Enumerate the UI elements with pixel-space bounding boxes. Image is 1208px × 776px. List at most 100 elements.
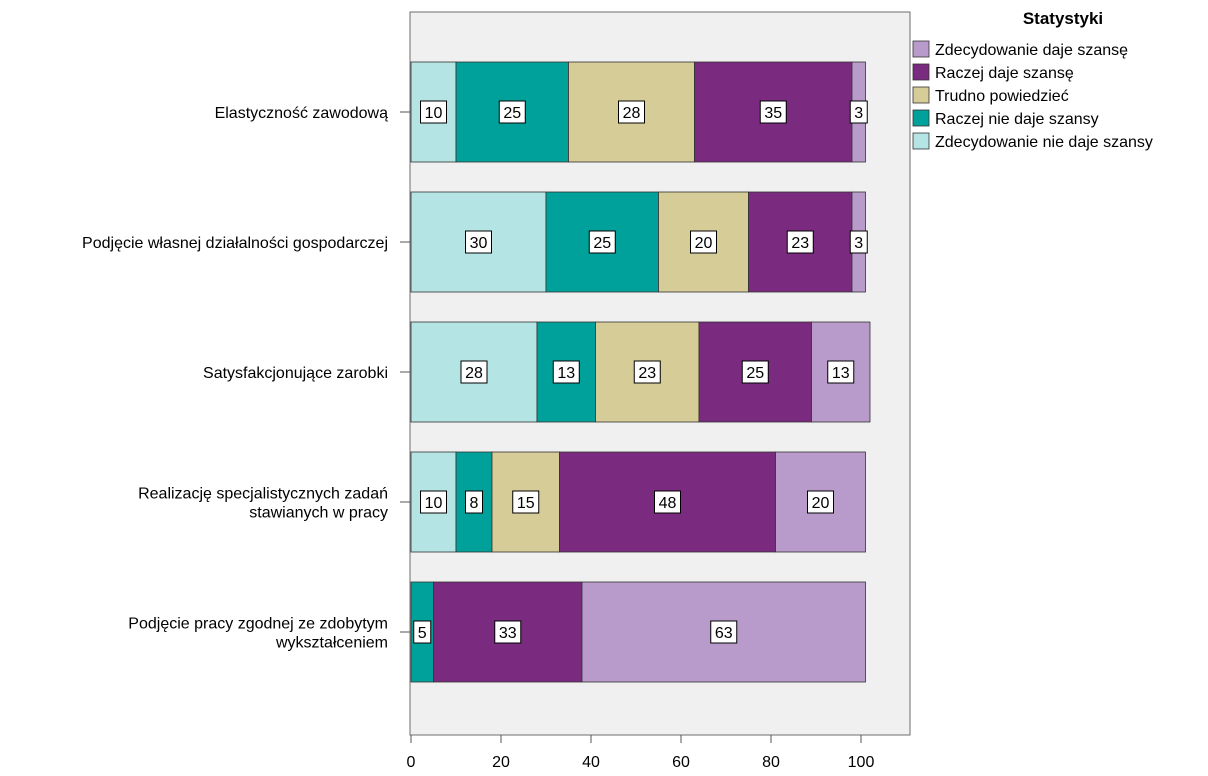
category-label-2: Podjęcie własnej działalności gospodarcz… xyxy=(82,235,388,252)
data-label-box xyxy=(498,100,526,124)
legend-item-zdecydowanie-nie-daje-szansy: Zdecydowanie nie daje szansy xyxy=(912,132,1153,151)
bars-layer xyxy=(410,61,871,683)
data-label-box xyxy=(512,490,540,514)
data-label-box xyxy=(465,490,483,514)
data-label-text: 30 xyxy=(470,235,488,252)
data-label-2-raczej-nie-daje-szansy: 25 xyxy=(588,230,616,254)
category-label-5-line-1: Podjęcie pracy zgodnej ze zdobytym xyxy=(128,616,388,633)
data-label-text: 20 xyxy=(812,495,830,512)
data-label-text: 28 xyxy=(623,105,641,122)
data-label-box xyxy=(618,100,645,124)
data-label-text: 28 xyxy=(465,365,483,382)
data-label-text: 10 xyxy=(425,105,443,122)
data-label-1-zdecydowanie-nie-daje-szansy: 10 xyxy=(420,100,447,124)
legend-swatch xyxy=(912,86,930,104)
data-label-2-trudno-powiedziec: 20 xyxy=(690,230,717,254)
data-label-text: 13 xyxy=(557,365,575,382)
data-label-text: 48 xyxy=(659,495,677,512)
legend-label: Trudno powiedzieć xyxy=(935,88,1069,105)
legend-label: Zdecydowanie daje szansę xyxy=(935,42,1128,59)
data-label-2-zdecydowanie-daje-szanse: 3 xyxy=(849,230,868,254)
legend-item-trudno-powiedziec: Trudno powiedzieć xyxy=(912,86,1069,105)
data-label-text: 8 xyxy=(470,495,479,512)
data-label-3-zdecydowanie-nie-daje-szansy: 28 xyxy=(460,360,488,384)
data-label-text: 20 xyxy=(695,235,713,252)
category-label-4-line-1: Realizację specjalistycznych zadań xyxy=(138,486,388,503)
data-label-2-zdecydowanie-nie-daje-szansy: 30 xyxy=(465,230,492,254)
data-label-text: 23 xyxy=(638,365,656,382)
legend-item-raczej-daje-szanse: Raczej daje szansę xyxy=(912,63,1074,82)
data-label-4-zdecydowanie-daje-szanse: 20 xyxy=(807,490,834,514)
data-label-3-zdecydowanie-daje-szanse: 13 xyxy=(827,360,855,384)
data-label-5-zdecydowanie-daje-szanse: 63 xyxy=(710,620,738,644)
data-label-4-trudno-powiedziec: 15 xyxy=(512,490,540,514)
data-label-3-raczej-nie-daje-szansy: 13 xyxy=(552,360,580,384)
data-label-1-trudno-powiedziec: 28 xyxy=(618,100,645,124)
data-label-box xyxy=(849,230,868,254)
legend-swatch xyxy=(912,109,930,127)
data-label-1-zdecydowanie-daje-szanse: 3 xyxy=(849,100,868,124)
data-label-4-raczej-nie-daje-szansy: 8 xyxy=(465,490,483,514)
data-label-text: 63 xyxy=(715,625,733,642)
data-label-3-trudno-powiedziec: 23 xyxy=(633,360,661,384)
data-label-box xyxy=(460,360,488,384)
legend-item-zdecydowanie-daje-szanse: Zdecydowanie daje szansę xyxy=(912,40,1128,59)
legend-title: Statystyki xyxy=(1023,9,1103,28)
data-label-box xyxy=(633,360,661,384)
data-label-box xyxy=(413,620,432,644)
data-label-box xyxy=(420,100,447,124)
legend-label: Raczej nie daje szansy xyxy=(935,111,1099,128)
data-label-text: 25 xyxy=(746,365,764,382)
data-label-1-raczej-nie-daje-szansy: 25 xyxy=(498,100,526,124)
data-label-text: 33 xyxy=(499,625,517,642)
data-label-text: 25 xyxy=(593,235,611,252)
x-tick-label-20: 20 xyxy=(492,754,510,771)
data-label-box xyxy=(827,360,855,384)
bar-4-zdecydowanie-daje-szanse xyxy=(775,451,866,553)
data-label-1-raczej-daje-szanse: 35 xyxy=(759,100,787,124)
x-tick-label-60: 60 xyxy=(672,754,690,771)
data-label-text: 25 xyxy=(503,105,521,122)
data-label-box xyxy=(807,490,834,514)
data-labels-layer: 10 25 28 35 3 30 25 20 23 3 28 13 23 25 13 10 8 15 48 20 5 33… xyxy=(413,100,868,644)
data-label-4-raczej-daje-szanse: 48 xyxy=(654,490,681,514)
x-tick-label-100: 100 xyxy=(848,754,875,771)
data-label-text: 35 xyxy=(764,105,782,122)
legend-label: Raczej daje szansę xyxy=(935,65,1074,82)
category-label-4-line-2: stawianych w pracy xyxy=(249,505,388,522)
data-label-box xyxy=(741,360,769,384)
x-axis: 0 20 40 60 80 100 xyxy=(407,735,875,771)
data-label-box xyxy=(465,230,492,254)
data-label-text: 13 xyxy=(832,365,850,382)
data-label-box xyxy=(710,620,738,644)
legend-swatch xyxy=(912,63,930,81)
legend-item-raczej-nie-daje-szansy: Raczej nie daje szansy xyxy=(912,109,1099,128)
data-label-5-raczej-nie-daje-szansy: 5 xyxy=(413,620,432,644)
category-label-5-line-2: wykształceniem xyxy=(275,635,388,652)
data-label-4-zdecydowanie-nie-daje-szansy: 10 xyxy=(420,490,447,514)
data-label-box xyxy=(786,230,814,254)
data-label-box xyxy=(588,230,616,254)
x-tick-label-40: 40 xyxy=(582,754,600,771)
data-label-text: 3 xyxy=(854,235,863,252)
data-label-text: 3 xyxy=(854,105,863,122)
legend-swatch xyxy=(912,40,930,58)
data-label-box xyxy=(849,100,868,124)
data-label-2-raczej-daje-szanse: 23 xyxy=(786,230,814,254)
data-label-box xyxy=(690,230,717,254)
data-label-box xyxy=(552,360,580,384)
data-label-box xyxy=(494,620,522,644)
legend-swatch xyxy=(912,132,930,150)
data-label-box xyxy=(420,490,447,514)
category-label-3: Satysfakcjonujące zarobki xyxy=(203,365,388,382)
x-tick-label-0: 0 xyxy=(407,754,416,771)
data-label-5-raczej-daje-szanse: 33 xyxy=(494,620,522,644)
legend: Statystyki Zdecydowanie daje szansę Racze… xyxy=(912,9,1153,151)
data-label-3-raczej-daje-szanse: 25 xyxy=(741,360,769,384)
data-label-box xyxy=(759,100,787,124)
data-label-box xyxy=(654,490,681,514)
category-label-1: Elastyczność zawodową xyxy=(215,105,389,122)
data-label-text: 10 xyxy=(425,495,443,512)
